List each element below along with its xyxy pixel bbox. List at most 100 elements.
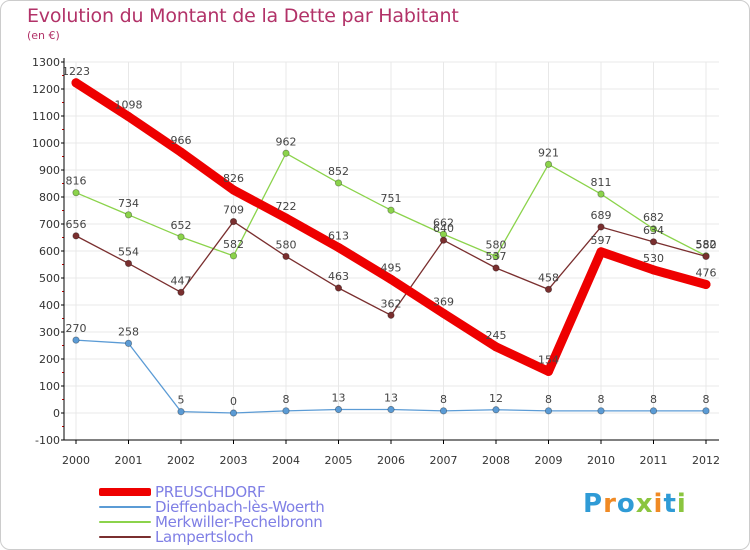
logo-letter: i (653, 489, 664, 519)
data-label: 8 (703, 393, 710, 406)
tick-labels: -100 0 100 200 300 400 500 600 700 800 900 1000 1100… (32, 56, 720, 467)
data-point (387, 405, 395, 414)
data-point (649, 407, 658, 415)
data-label: 13 (384, 391, 398, 404)
data-label: 12 (489, 392, 503, 405)
data-label: 463 (328, 270, 349, 283)
data-label: 962 (276, 135, 297, 148)
data-point (544, 285, 553, 293)
data-point (229, 217, 238, 226)
data-point (492, 252, 500, 260)
data-label: 537 (486, 250, 507, 263)
x-tick-label: 2006 (377, 454, 405, 467)
x-tick-label: 2012 (692, 454, 720, 467)
data-point (334, 405, 343, 414)
data-point (544, 366, 553, 376)
data-label: 640 (433, 222, 454, 235)
data-label: 154 (538, 353, 559, 366)
data-point (649, 265, 658, 275)
data-point (439, 308, 448, 318)
data-label: 582 (223, 238, 244, 251)
logo-letter: i (676, 489, 687, 519)
proxiti-logo: Proxiti (583, 489, 687, 519)
y-tick-label: 600 (39, 245, 60, 258)
data-point (282, 407, 290, 415)
legend-swatch (99, 506, 151, 508)
data-point (281, 213, 291, 223)
data-label: 689 (591, 209, 612, 222)
x-tick-label: 2005 (325, 454, 353, 467)
series-lines (71, 78, 711, 417)
data-label: 966 (171, 134, 192, 147)
x-tick-label: 2002 (167, 454, 195, 467)
unit-label: (en €) (27, 29, 60, 42)
x-tick-label: 2001 (115, 454, 143, 467)
y-tick-label: 300 (39, 326, 60, 339)
legend-swatch (99, 488, 151, 496)
data-label: 369 (433, 295, 454, 308)
data-label: 495 (381, 261, 402, 274)
data-label: 530 (643, 252, 664, 265)
logo-letter: o (616, 489, 636, 519)
data-labels: 270 258 5 0 8 13 13 8 12 8 8 8 8 816 734 652 582 962 852 75… (62, 65, 717, 408)
data-label: 8 (545, 393, 552, 406)
data-point (387, 206, 395, 214)
data-label: 447 (171, 274, 192, 287)
data-point (439, 407, 448, 415)
y-tick-label: -100 (35, 434, 60, 447)
data-point (177, 288, 185, 296)
data-label: 8 (440, 393, 447, 406)
data-point (334, 242, 343, 252)
data-label: 245 (486, 329, 507, 342)
data-label: 613 (328, 229, 349, 242)
data-label: 634 (643, 224, 664, 237)
data-label: 816 (66, 175, 87, 188)
data-point (439, 236, 448, 244)
data-label: 5 (178, 394, 185, 407)
y-tick-label: 200 (39, 353, 60, 366)
data-label: 682 (643, 211, 664, 224)
data-point (177, 408, 185, 416)
x-tick-label: 2011 (640, 454, 668, 467)
data-point (72, 232, 80, 240)
x-tick-label: 2003 (220, 454, 248, 467)
x-tick-label: 2008 (482, 454, 510, 467)
data-label: 811 (591, 176, 612, 189)
data-label: 362 (381, 297, 402, 310)
data-label: 476 (696, 266, 717, 279)
data-label: 580 (486, 238, 507, 251)
data-point (597, 223, 605, 231)
series-merkwiller-pechelbronn (72, 149, 710, 260)
data-label: 709 (223, 204, 244, 217)
x-tick-label: 2007 (430, 454, 458, 467)
data-label: 751 (381, 192, 402, 205)
y-tick-label: 0 (53, 407, 60, 420)
y-tick-label: 1000 (32, 137, 60, 150)
grid-lines (64, 61, 719, 441)
data-label: 597 (591, 234, 612, 247)
legend-label: PREUSCHDORF (155, 483, 266, 501)
axes (61, 58, 719, 444)
logo-letter: t (663, 489, 677, 519)
legend-label: Merkwiller-Pechelbronn (155, 513, 323, 531)
data-point (177, 233, 185, 241)
y-tick-label: 1200 (32, 83, 60, 96)
logo-letter: r (603, 489, 617, 519)
legend-label: Dieffenbach-lès-Woerth (155, 498, 325, 516)
data-point (597, 190, 605, 198)
data-label: 1098 (115, 99, 143, 112)
y-tick-label: 400 (39, 299, 60, 312)
data-point (649, 225, 658, 233)
legend-swatch (99, 536, 151, 538)
data-label: 1223 (62, 65, 90, 78)
y-tick-label: 700 (39, 218, 60, 231)
y-tick-label: 800 (39, 191, 60, 204)
legend-label: Lampertsloch (155, 528, 254, 546)
data-point (334, 179, 343, 187)
data-label: 722 (276, 200, 297, 213)
data-label: 852 (328, 165, 349, 178)
data-point (701, 279, 711, 289)
data-label: 734 (118, 197, 139, 210)
y-tick-label: 500 (39, 272, 60, 285)
